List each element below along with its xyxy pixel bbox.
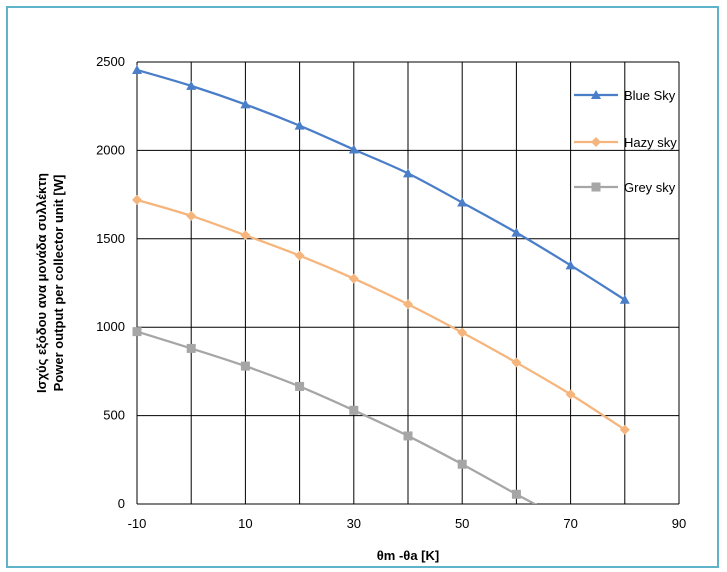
data-point-blue-sky <box>186 80 197 90</box>
y-tick-label: 2000 <box>96 142 125 157</box>
series-layer <box>137 68 626 504</box>
x-tick-label: 50 <box>455 516 469 531</box>
y-axis-title-line2: Power output per collector unit [W] <box>51 175 66 392</box>
data-point-grey-sky <box>457 459 467 469</box>
x-tick-label: 30 <box>347 516 361 531</box>
series-line-blue-sky <box>137 68 626 301</box>
legend-label-hazy-sky: Hazy sky <box>624 135 677 150</box>
tick-labels: 0 500 1000 1500 2000 2500 -10 10 30 50 70 90 <box>96 54 686 531</box>
marker-layer <box>132 64 630 499</box>
y-tick-label: 1500 <box>96 231 125 246</box>
data-point-blue-sky <box>132 64 142 74</box>
chart-frame <box>6 6 719 568</box>
y-axis-title-line1: Ισχύς εξόδου ανα μονάδα συλλέκτη <box>34 173 49 393</box>
data-point-blue-sky <box>511 227 522 237</box>
data-point-blue-sky <box>240 99 251 109</box>
x-tick-label: 70 <box>563 516 577 531</box>
data-point-grey-sky <box>240 361 250 371</box>
x-tick-label: 10 <box>238 516 252 531</box>
data-point-grey-sky <box>403 431 413 441</box>
data-point-grey-sky <box>186 343 196 353</box>
data-point-blue-sky <box>348 144 359 154</box>
legend-marker-grey-sky <box>591 182 601 192</box>
data-point-hazy-sky <box>403 299 413 310</box>
data-point-blue-sky <box>294 120 305 130</box>
x-tick-label: 90 <box>672 516 686 531</box>
data-point-grey-sky <box>349 405 359 415</box>
gridlines <box>136 61 680 505</box>
data-point-hazy-sky <box>348 273 359 284</box>
data-point-hazy-sky <box>294 250 305 261</box>
legend-marker-blue-sky <box>591 90 601 99</box>
legend-label-grey-sky: Grey sky <box>624 180 676 195</box>
x-axis-title: θm -θa [K] <box>377 548 439 563</box>
data-point-blue-sky <box>403 168 413 178</box>
data-point-blue-sky <box>565 260 576 270</box>
y-tick-label: 1000 <box>96 319 125 334</box>
series-line-grey-sky <box>137 330 538 504</box>
y-tick-label: 0 <box>118 496 125 511</box>
data-point-grey-sky <box>132 327 142 337</box>
legend: Blue Sky Hazy sky Grey sky <box>574 88 677 195</box>
data-point-hazy-sky <box>186 210 197 221</box>
series-line-hazy-sky <box>137 198 626 431</box>
data-point-hazy-sky <box>457 327 468 338</box>
data-point-hazy-sky <box>511 357 522 368</box>
legend-marker-hazy-sky <box>591 137 601 147</box>
data-point-hazy-sky <box>565 389 576 400</box>
data-point-blue-sky <box>457 197 468 207</box>
data-point-hazy-sky <box>132 194 142 205</box>
data-point-grey-sky <box>295 381 305 391</box>
data-point-blue-sky <box>619 294 630 304</box>
y-tick-label: 500 <box>103 408 125 423</box>
data-point-grey-sky <box>511 489 521 499</box>
y-tick-label: 2500 <box>96 54 125 69</box>
data-point-hazy-sky <box>240 230 251 241</box>
legend-label-blue-sky: Blue Sky <box>624 88 676 103</box>
data-point-hazy-sky <box>619 424 630 435</box>
x-tick-label: -10 <box>128 516 147 531</box>
y-axis-title-group: Ισχύς εξόδου ανα μονάδα συλλέκτη Power o… <box>34 173 66 393</box>
